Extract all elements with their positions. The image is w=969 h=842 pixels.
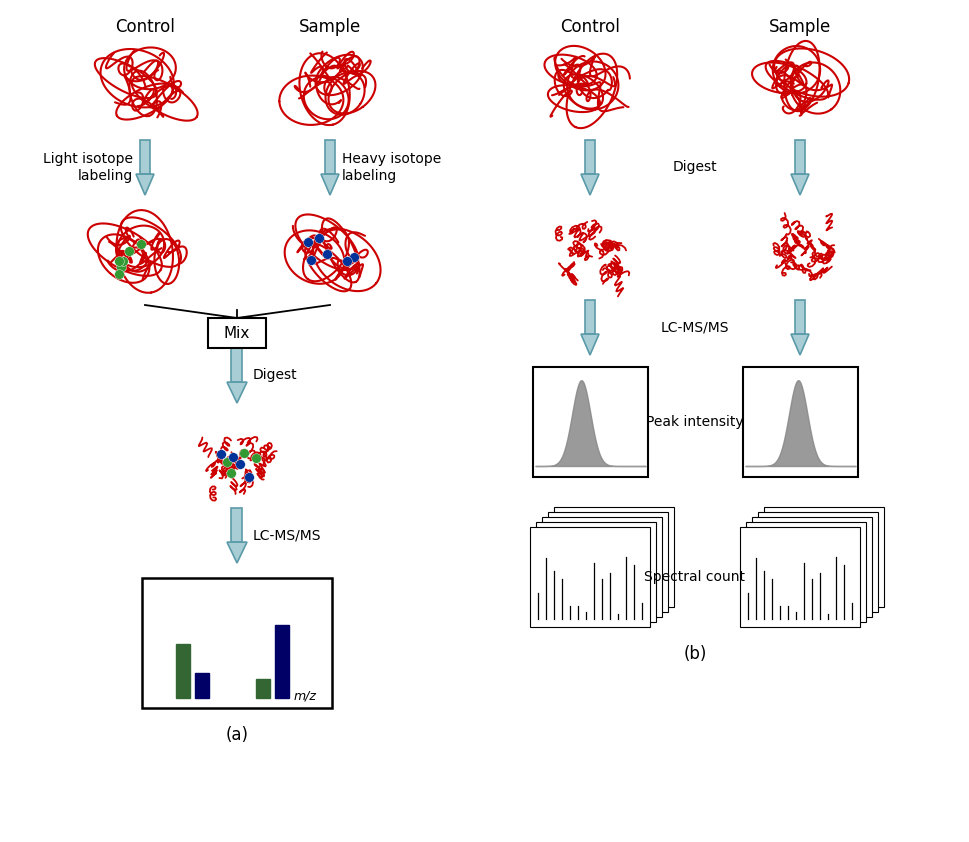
Bar	[542, 517, 661, 617]
Text: Sample: Sample	[298, 18, 360, 36]
Bar	[751, 517, 871, 617]
Bar	[207, 318, 266, 348]
Bar	[176, 643, 190, 698]
Polygon shape	[232, 348, 242, 382]
Bar	[757, 512, 877, 612]
Polygon shape	[584, 300, 594, 334]
Polygon shape	[227, 382, 247, 403]
Text: m/z: m/z	[294, 690, 317, 703]
Polygon shape	[584, 140, 594, 174]
Text: Sample: Sample	[768, 18, 830, 36]
Bar	[256, 679, 270, 698]
Polygon shape	[795, 140, 804, 174]
Bar	[553, 507, 673, 607]
Text: Heavy isotope
labeling: Heavy isotope labeling	[342, 152, 441, 183]
Bar	[275, 625, 289, 698]
Polygon shape	[795, 300, 804, 334]
Text: Control: Control	[559, 18, 619, 36]
Bar	[745, 522, 865, 622]
Text: Light isotope
labeling: Light isotope labeling	[43, 152, 133, 183]
Polygon shape	[227, 542, 247, 563]
Bar	[195, 673, 209, 698]
Bar	[547, 512, 668, 612]
Polygon shape	[580, 334, 599, 355]
Polygon shape	[790, 334, 808, 355]
Bar	[739, 527, 860, 627]
Bar	[529, 527, 649, 627]
Polygon shape	[321, 174, 338, 195]
Text: (a): (a)	[225, 726, 248, 744]
Text: LC-MS/MS: LC-MS/MS	[660, 321, 729, 334]
Text: Spectral count: Spectral count	[643, 570, 745, 584]
Text: (b): (b)	[682, 645, 706, 663]
Text: Digest: Digest	[253, 369, 297, 382]
Polygon shape	[790, 174, 808, 195]
Polygon shape	[325, 140, 334, 174]
Polygon shape	[136, 174, 154, 195]
Polygon shape	[580, 174, 599, 195]
Text: Digest: Digest	[672, 161, 716, 174]
Text: Peak intensity: Peak intensity	[645, 415, 743, 429]
Text: Mix: Mix	[224, 326, 250, 340]
Bar	[532, 367, 647, 477]
Bar	[141, 578, 331, 708]
Bar	[742, 367, 858, 477]
Bar	[764, 507, 883, 607]
Text: LC-MS/MS: LC-MS/MS	[253, 529, 321, 542]
Polygon shape	[140, 140, 150, 174]
Polygon shape	[232, 508, 242, 542]
Bar	[536, 522, 655, 622]
Text: Control: Control	[115, 18, 174, 36]
